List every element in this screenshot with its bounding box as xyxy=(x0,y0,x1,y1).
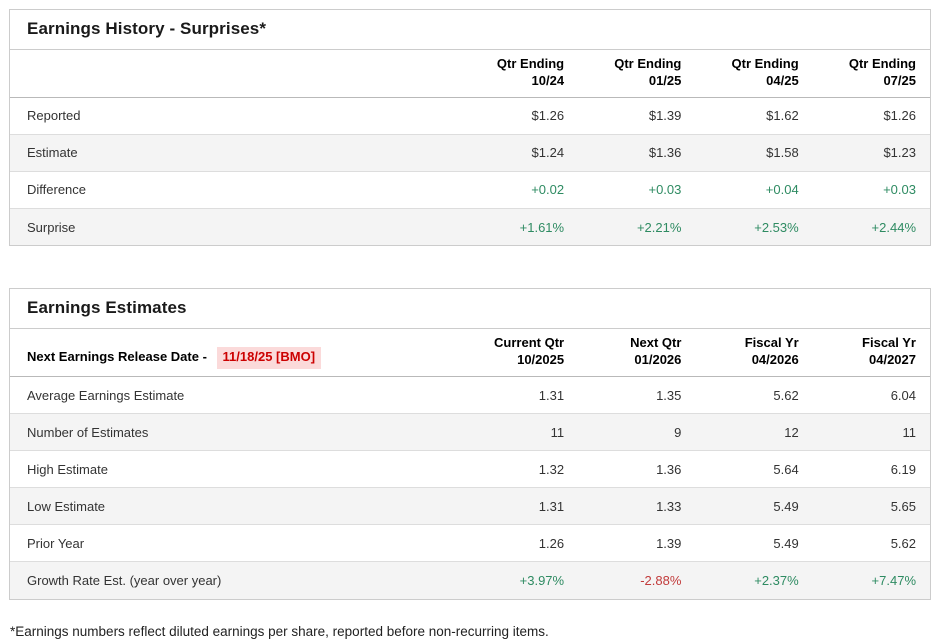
next-earnings-release: Next Earnings Release Date - 11/18/25 [B… xyxy=(10,329,461,378)
cell-value: -2.88% xyxy=(640,572,682,588)
cell-value: $1.26 xyxy=(812,97,930,135)
cell-value: +7.47% xyxy=(871,572,916,588)
cell-value: 5.62 xyxy=(812,524,930,563)
table-row-high-estimate: High Estimate 1.32 1.36 5.64 6.19 xyxy=(10,450,930,489)
earnings-page: Earnings History - Surprises* Qtr Ending… xyxy=(9,9,931,639)
table-row-surprise: Surprise +1.61% +2.21% +2.53% +2.44% xyxy=(10,208,930,246)
cell-value: 11 xyxy=(812,413,930,452)
col-header-line1: Qtr Ending xyxy=(614,56,682,71)
col-header-line1: Next Qtr xyxy=(630,335,682,351)
estimates-col-header-2: Next Qtr 01/2026 xyxy=(578,329,696,378)
col-header-line1: Qtr Ending xyxy=(496,56,565,71)
col-header-line2: 01/2026 xyxy=(634,352,682,368)
table-row-estimate: Estimate $1.24 $1.36 $1.58 $1.23 xyxy=(10,134,930,172)
cell-value: $1.23 xyxy=(812,134,930,172)
cell-value: 1.26 xyxy=(460,524,579,563)
earnings-estimates-card: Earnings Estimates Next Earnings Release… xyxy=(9,288,931,600)
cell-value: 1.31 xyxy=(460,487,579,526)
cell-value: +2.21% xyxy=(636,219,682,235)
earnings-estimates-table: Next Earnings Release Date - 11/18/25 [B… xyxy=(10,329,930,599)
earnings-history-table: Qtr Ending 10/24 Qtr Ending 01/25 Qtr En… xyxy=(10,50,930,246)
earnings-history-title: Earnings History - Surprises* xyxy=(10,10,930,50)
col-header-line2: 04/2027 xyxy=(869,352,916,368)
cell-value: 1.32 xyxy=(460,450,579,489)
col-header-line1: Qtr Ending xyxy=(848,56,916,71)
cell-value: 1.33 xyxy=(578,487,696,526)
earnings-history-card: Earnings History - Surprises* Qtr Ending… xyxy=(9,9,931,247)
col-header-line2: 07/25 xyxy=(883,72,916,88)
cell-value: 1.35 xyxy=(578,376,696,415)
table-row-average-estimate: Average Earnings Estimate 1.31 1.35 5.62… xyxy=(10,376,930,415)
cell-value: +0.03 xyxy=(812,171,930,209)
cell-value: 1.39 xyxy=(578,524,696,563)
history-col-header-2: Qtr Ending 01/25 xyxy=(578,50,696,98)
row-label: Reported xyxy=(10,97,461,135)
history-header-row: Qtr Ending 10/24 Qtr Ending 01/25 Qtr En… xyxy=(10,50,930,98)
cell-value: 9 xyxy=(578,413,696,452)
cell-value: 6.19 xyxy=(812,450,930,489)
cell-value: 12 xyxy=(695,413,813,452)
row-label: Difference xyxy=(10,171,461,209)
row-label: Estimate xyxy=(10,134,461,172)
cell-value: +0.03 xyxy=(578,171,696,209)
earnings-estimates-title: Earnings Estimates xyxy=(10,289,930,330)
row-label: Growth Rate Est. (year over year) xyxy=(27,572,222,588)
row-label: Prior Year xyxy=(10,524,461,563)
cell-value: $1.58 xyxy=(695,134,813,172)
earnings-footnote: *Earnings numbers reflect diluted earnin… xyxy=(10,623,549,639)
cell-value: +0.02 xyxy=(460,171,579,209)
table-row-growth-rate: Growth Rate Est. (year over year) +3.97%… xyxy=(10,561,930,599)
history-col-header-1: Qtr Ending 10/24 xyxy=(460,50,579,98)
col-header-line1: Fiscal Yr xyxy=(862,335,916,351)
estimates-col-header-1: Current Qtr 10/2025 xyxy=(460,329,579,378)
release-date-label: Next Earnings Release Date - xyxy=(27,349,207,365)
row-label: Number of Estimates xyxy=(10,413,461,452)
col-header-line2: 04/2026 xyxy=(751,352,799,368)
table-row-difference: Difference +0.02 +0.03 +0.04 +0.03 xyxy=(10,171,930,209)
history-col-header-4: Qtr Ending 07/25 xyxy=(812,50,930,98)
cell-value: +3.97% xyxy=(519,572,565,588)
cell-value: +2.44% xyxy=(871,219,916,235)
cell-value: 5.64 xyxy=(695,450,813,489)
estimates-header-row: Next Earnings Release Date - 11/18/25 [B… xyxy=(10,329,930,378)
cell-value: 1.36 xyxy=(578,450,696,489)
cell-value: 5.49 xyxy=(695,487,813,526)
table-row-reported: Reported $1.26 $1.39 $1.62 $1.26 xyxy=(10,97,930,135)
cell-value: $1.36 xyxy=(578,134,696,172)
cell-value: +2.37% xyxy=(754,572,799,588)
cell-value: $1.62 xyxy=(695,97,813,135)
col-header-line2: 04/25 xyxy=(766,72,799,88)
col-header-line2: 01/25 xyxy=(648,72,682,88)
col-header-line1: Current Qtr xyxy=(494,335,565,351)
release-date-badge: 11/18/25 [BMO] xyxy=(216,347,322,370)
cell-value: +0.04 xyxy=(695,171,813,209)
history-header-spacer xyxy=(10,50,461,98)
history-col-header-3: Qtr Ending 04/25 xyxy=(695,50,813,98)
cell-value: $1.24 xyxy=(460,134,579,172)
cell-value: 11 xyxy=(460,413,579,452)
cell-value: 5.65 xyxy=(812,487,930,526)
row-label: Surprise xyxy=(27,219,76,235)
row-label: High Estimate xyxy=(10,450,461,489)
cell-value: 5.49 xyxy=(695,524,813,563)
estimates-col-header-3: Fiscal Yr 04/2026 xyxy=(695,329,813,378)
cell-value: $1.39 xyxy=(578,97,696,135)
cell-value: $1.26 xyxy=(460,97,579,135)
col-header-line1: Qtr Ending xyxy=(731,56,799,71)
col-header-line2: 10/2025 xyxy=(517,352,565,368)
cell-value: 5.62 xyxy=(695,376,813,415)
table-row-prior-year: Prior Year 1.26 1.39 5.49 5.62 xyxy=(10,524,930,563)
col-header-line2: 10/24 xyxy=(531,72,565,88)
cell-value: 6.04 xyxy=(812,376,930,415)
cell-value: +2.53% xyxy=(754,219,799,235)
table-row-number-of-estimates: Number of Estimates 11 9 12 11 xyxy=(10,413,930,452)
col-header-line1: Fiscal Yr xyxy=(744,335,799,351)
table-row-low-estimate: Low Estimate 1.31 1.33 5.49 5.65 xyxy=(10,487,930,526)
row-label: Average Earnings Estimate xyxy=(10,376,461,415)
cell-value: +1.61% xyxy=(519,219,565,235)
estimates-col-header-4: Fiscal Yr 04/2027 xyxy=(812,329,930,378)
row-label: Low Estimate xyxy=(10,487,461,526)
cell-value: 1.31 xyxy=(460,376,579,415)
